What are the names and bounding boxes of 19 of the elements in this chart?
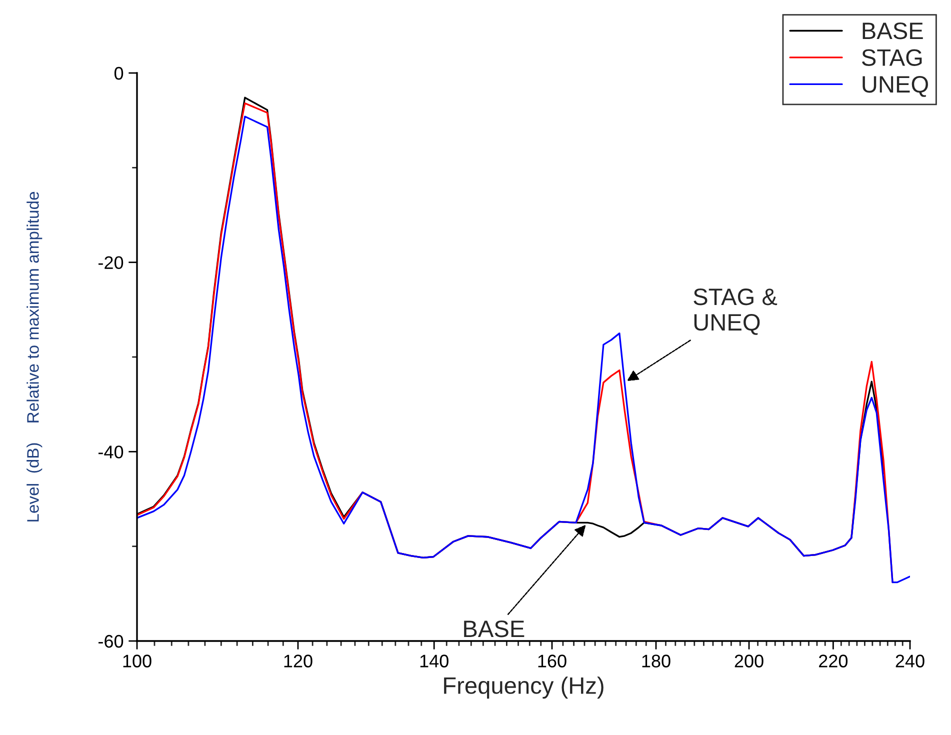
- annotation: STAG & UNEQ: [694, 288, 778, 335]
- annotation: BASE: [464, 620, 524, 638]
- x-tick-label: 200: [734, 654, 764, 668]
- x-tick-label: 240: [896, 654, 924, 668]
- x-tick-label: 100: [123, 654, 152, 668]
- x-tick-label: 120: [284, 654, 312, 668]
- x-axis-title: Frequency (Hz): [444, 676, 604, 699]
- x-tick-label: 220: [819, 654, 848, 668]
- y-tick-label: -40: [98, 446, 124, 458]
- legend-label: STAG: [862, 49, 922, 66]
- y-axis-title: Level (dB) Relative to maximum amplitude: [26, 192, 42, 522]
- x-tick-label: 140: [420, 654, 448, 668]
- legend-label: BASE: [862, 22, 923, 40]
- x-tick-label: 180: [642, 654, 670, 668]
- y-tick-label: -60: [98, 634, 124, 648]
- y-tick-label: -20: [98, 256, 124, 270]
- x-tick-label: 160: [538, 654, 566, 668]
- legend-label: UNEQ: [862, 76, 928, 97]
- y-tick-label: 0: [114, 66, 124, 80]
